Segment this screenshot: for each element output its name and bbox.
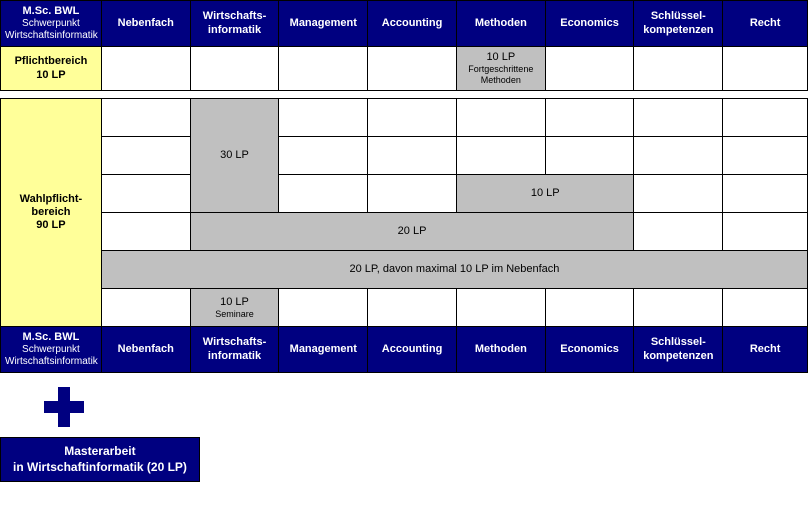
wahl-meth-econ-10: 10 LP (456, 175, 634, 213)
cell (279, 137, 368, 175)
cell (101, 213, 190, 251)
cell (545, 289, 634, 327)
wahl-row-6: 10 LP Seminare (1, 289, 808, 327)
cell (368, 175, 457, 213)
cell (368, 289, 457, 327)
pflicht-label: Pflichtbereich 10 LP (1, 47, 102, 91)
wahl-row-4: 20 LP (1, 213, 808, 251)
col-footer-schluessel: Schlüssel- kompetenzen (634, 327, 723, 373)
cell (723, 137, 808, 175)
pflicht-row: Pflichtbereich 10 LP 10 LP Fortgeschritt… (1, 47, 808, 91)
wahl-seminare: 10 LP Seminare (190, 289, 279, 327)
col-header-recht: Recht (723, 1, 808, 47)
cell (545, 99, 634, 137)
cell (545, 137, 634, 175)
cell (279, 289, 368, 327)
col-header-program: M.Sc. BWL Schwerpunkt Wirtschaftsinforma… (1, 1, 102, 47)
wahl-row-3: 10 LP (1, 175, 808, 213)
wahl-wi-econ-20: 20 LP (190, 213, 634, 251)
col-footer-management: Management (279, 327, 368, 373)
cell (279, 175, 368, 213)
cell (368, 137, 457, 175)
wahl-row-1: Wahlpflicht- bereich 90 LP 30 LP (1, 99, 808, 137)
header-row-bottom: M.Sc. BWL Schwerpunkt Wirtschaftsinforma… (1, 327, 808, 373)
col-footer-accounting: Accounting (368, 327, 457, 373)
col-header-management: Management (279, 1, 368, 47)
cell (634, 289, 723, 327)
cell (456, 99, 545, 137)
cell (101, 47, 190, 91)
pflicht-methoden-cell: 10 LP Fortgeschrittene Methoden (456, 47, 545, 91)
cell (723, 99, 808, 137)
header-row-top: M.Sc. BWL Schwerpunkt Wirtschaftsinforma… (1, 1, 808, 47)
cell (456, 289, 545, 327)
plus-wrap (0, 373, 808, 437)
col-footer-methoden: Methoden (456, 327, 545, 373)
cell (279, 47, 368, 91)
cell (723, 289, 808, 327)
col-footer-wi: Wirtschafts- informatik (190, 327, 279, 373)
wahl-all-20: 20 LP, davon maximal 10 LP im Nebenfach (101, 251, 807, 289)
wahl-wi-30: 30 LP (190, 99, 279, 213)
wahl-row-5: 20 LP, davon maximal 10 LP im Nebenfach (1, 251, 808, 289)
plus-icon (44, 387, 84, 427)
col-header-l2: Schwerpunkt (5, 18, 97, 30)
col-header-economics: Economics (545, 1, 634, 47)
col-header-accounting: Accounting (368, 1, 457, 47)
cell (634, 47, 723, 91)
col-footer-nebenfach: Nebenfach (101, 327, 190, 373)
thesis-box: Masterarbeit in Wirtschaftinformatik (20… (0, 437, 200, 482)
cell (723, 47, 808, 91)
cell (545, 47, 634, 91)
curriculum-table: M.Sc. BWL Schwerpunkt Wirtschaftsinforma… (0, 0, 808, 373)
col-header-nebenfach: Nebenfach (101, 1, 190, 47)
cell (634, 213, 723, 251)
cell (723, 175, 808, 213)
cell (101, 175, 190, 213)
cell (368, 47, 457, 91)
wahl-label: Wahlpflicht- bereich 90 LP (1, 99, 102, 327)
wahl-row-2 (1, 137, 808, 175)
cell (456, 137, 545, 175)
cell (101, 137, 190, 175)
cell (634, 137, 723, 175)
wahl-label-main: Wahlpflicht- bereich (20, 193, 83, 218)
col-footer-program: M.Sc. BWL Schwerpunkt Wirtschaftsinforma… (1, 327, 102, 373)
col-footer-recht: Recht (723, 327, 808, 373)
cell (368, 99, 457, 137)
cell (634, 175, 723, 213)
cell (101, 99, 190, 137)
col-header-schluessel: Schlüssel- kompetenzen (634, 1, 723, 47)
cell (101, 289, 190, 327)
cell (634, 99, 723, 137)
cell (190, 47, 279, 91)
col-footer-economics: Economics (545, 327, 634, 373)
cell (279, 99, 368, 137)
cell (723, 213, 808, 251)
col-header-wi: Wirtschafts- informatik (190, 1, 279, 47)
col-header-l3: Wirtschaftsinformatik (5, 30, 97, 42)
col-header-methoden: Methoden (456, 1, 545, 47)
gap-row (1, 91, 808, 99)
col-header-l1: M.Sc. BWL (23, 5, 80, 17)
